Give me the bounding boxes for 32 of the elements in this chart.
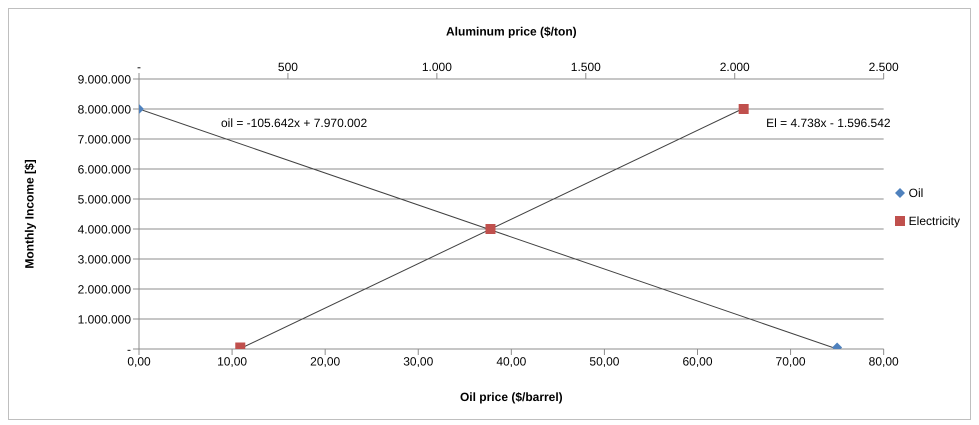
y-tick-label: 9.000.000 [78, 72, 132, 86]
x2-tick-label: 1.500 [570, 60, 602, 74]
x-tick-label: 10,00 [217, 354, 248, 369]
x-tick-label: 80,00 [868, 354, 899, 369]
x2-tick-label: 2.500 [868, 60, 899, 74]
x2-tick-label: 2.000 [720, 60, 750, 74]
legend-label: Electricity [908, 214, 960, 228]
y-tick-label: 1.000.000 [78, 312, 132, 326]
y-axis-title: Monthly Income [$] [22, 159, 36, 269]
x-tick-label: 30,00 [403, 354, 434, 369]
y-tick-label: 4.000.000 [78, 222, 132, 236]
y-tick-label: 2.000.000 [78, 282, 132, 296]
y-tick-label: 8.000.000 [78, 102, 132, 116]
y-tick-label: 3.000.000 [78, 252, 132, 266]
x-tick-label: 40,00 [496, 354, 527, 369]
y-tick-label: 7.000.000 [78, 132, 132, 146]
x-axis-title: Oil price ($/barrel) [460, 390, 563, 404]
x2-tick-label: 1.000 [422, 60, 452, 74]
annotation: oil = -105.642x + 7.970.002 [221, 116, 368, 130]
x2-tick-label: - [137, 60, 141, 74]
x-tick-label: 70,00 [776, 354, 806, 369]
legend-label: Oil [908, 186, 924, 200]
y-tick-label: - [127, 342, 131, 356]
x-tick-label: 60,00 [682, 354, 713, 369]
x2-axis-title: Aluminum price ($/ton) [446, 24, 577, 39]
x-tick-label: 20,00 [310, 354, 341, 369]
annotation: El = 4.738x - 1.596.542 [766, 116, 891, 130]
y-tick-label: 5.000.000 [78, 192, 132, 206]
x-tick-label: 0,00 [127, 354, 151, 369]
y-tick-label: 6.000.000 [78, 162, 132, 176]
x-tick-label: 50,00 [589, 354, 620, 369]
x2-tick-label: 500 [278, 60, 298, 74]
